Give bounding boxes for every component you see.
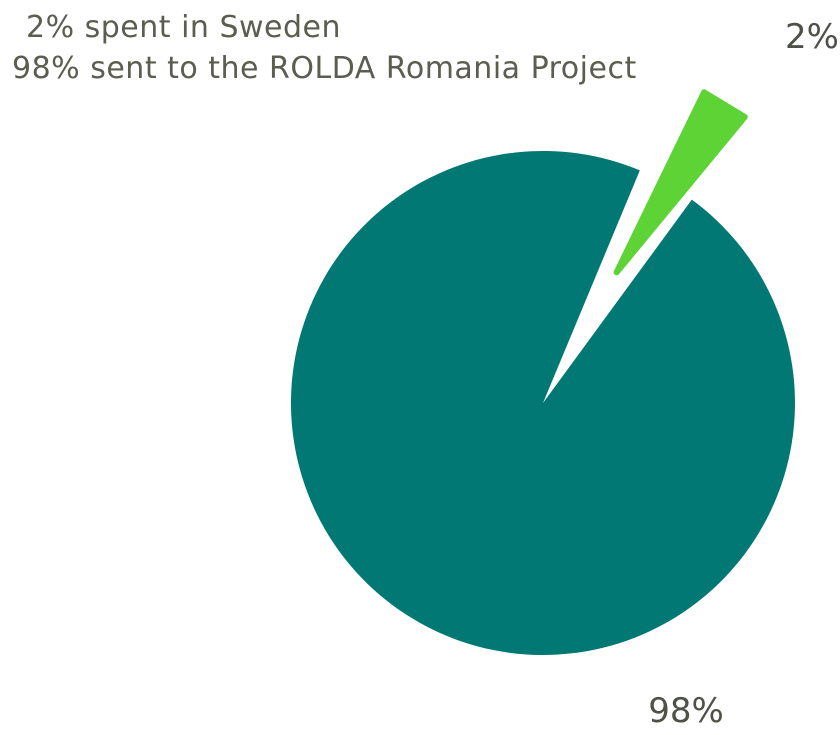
pie-slice-2 <box>613 89 748 276</box>
pie-labels: 98% 2% <box>648 17 839 731</box>
pie-slice-98 <box>290 150 795 655</box>
legend-item-sweden: 2% spent in Sweden <box>26 10 342 45</box>
pie-slices <box>290 89 795 655</box>
chart-legend: 2% spent in Sweden 98% sent to the ROLDA… <box>12 8 637 89</box>
slice-label-98: 98% <box>648 691 724 731</box>
legend-item-rolda: 98% sent to the ROLDA Romania Project <box>12 50 637 86</box>
slice-label-2: 2% <box>785 17 839 57</box>
